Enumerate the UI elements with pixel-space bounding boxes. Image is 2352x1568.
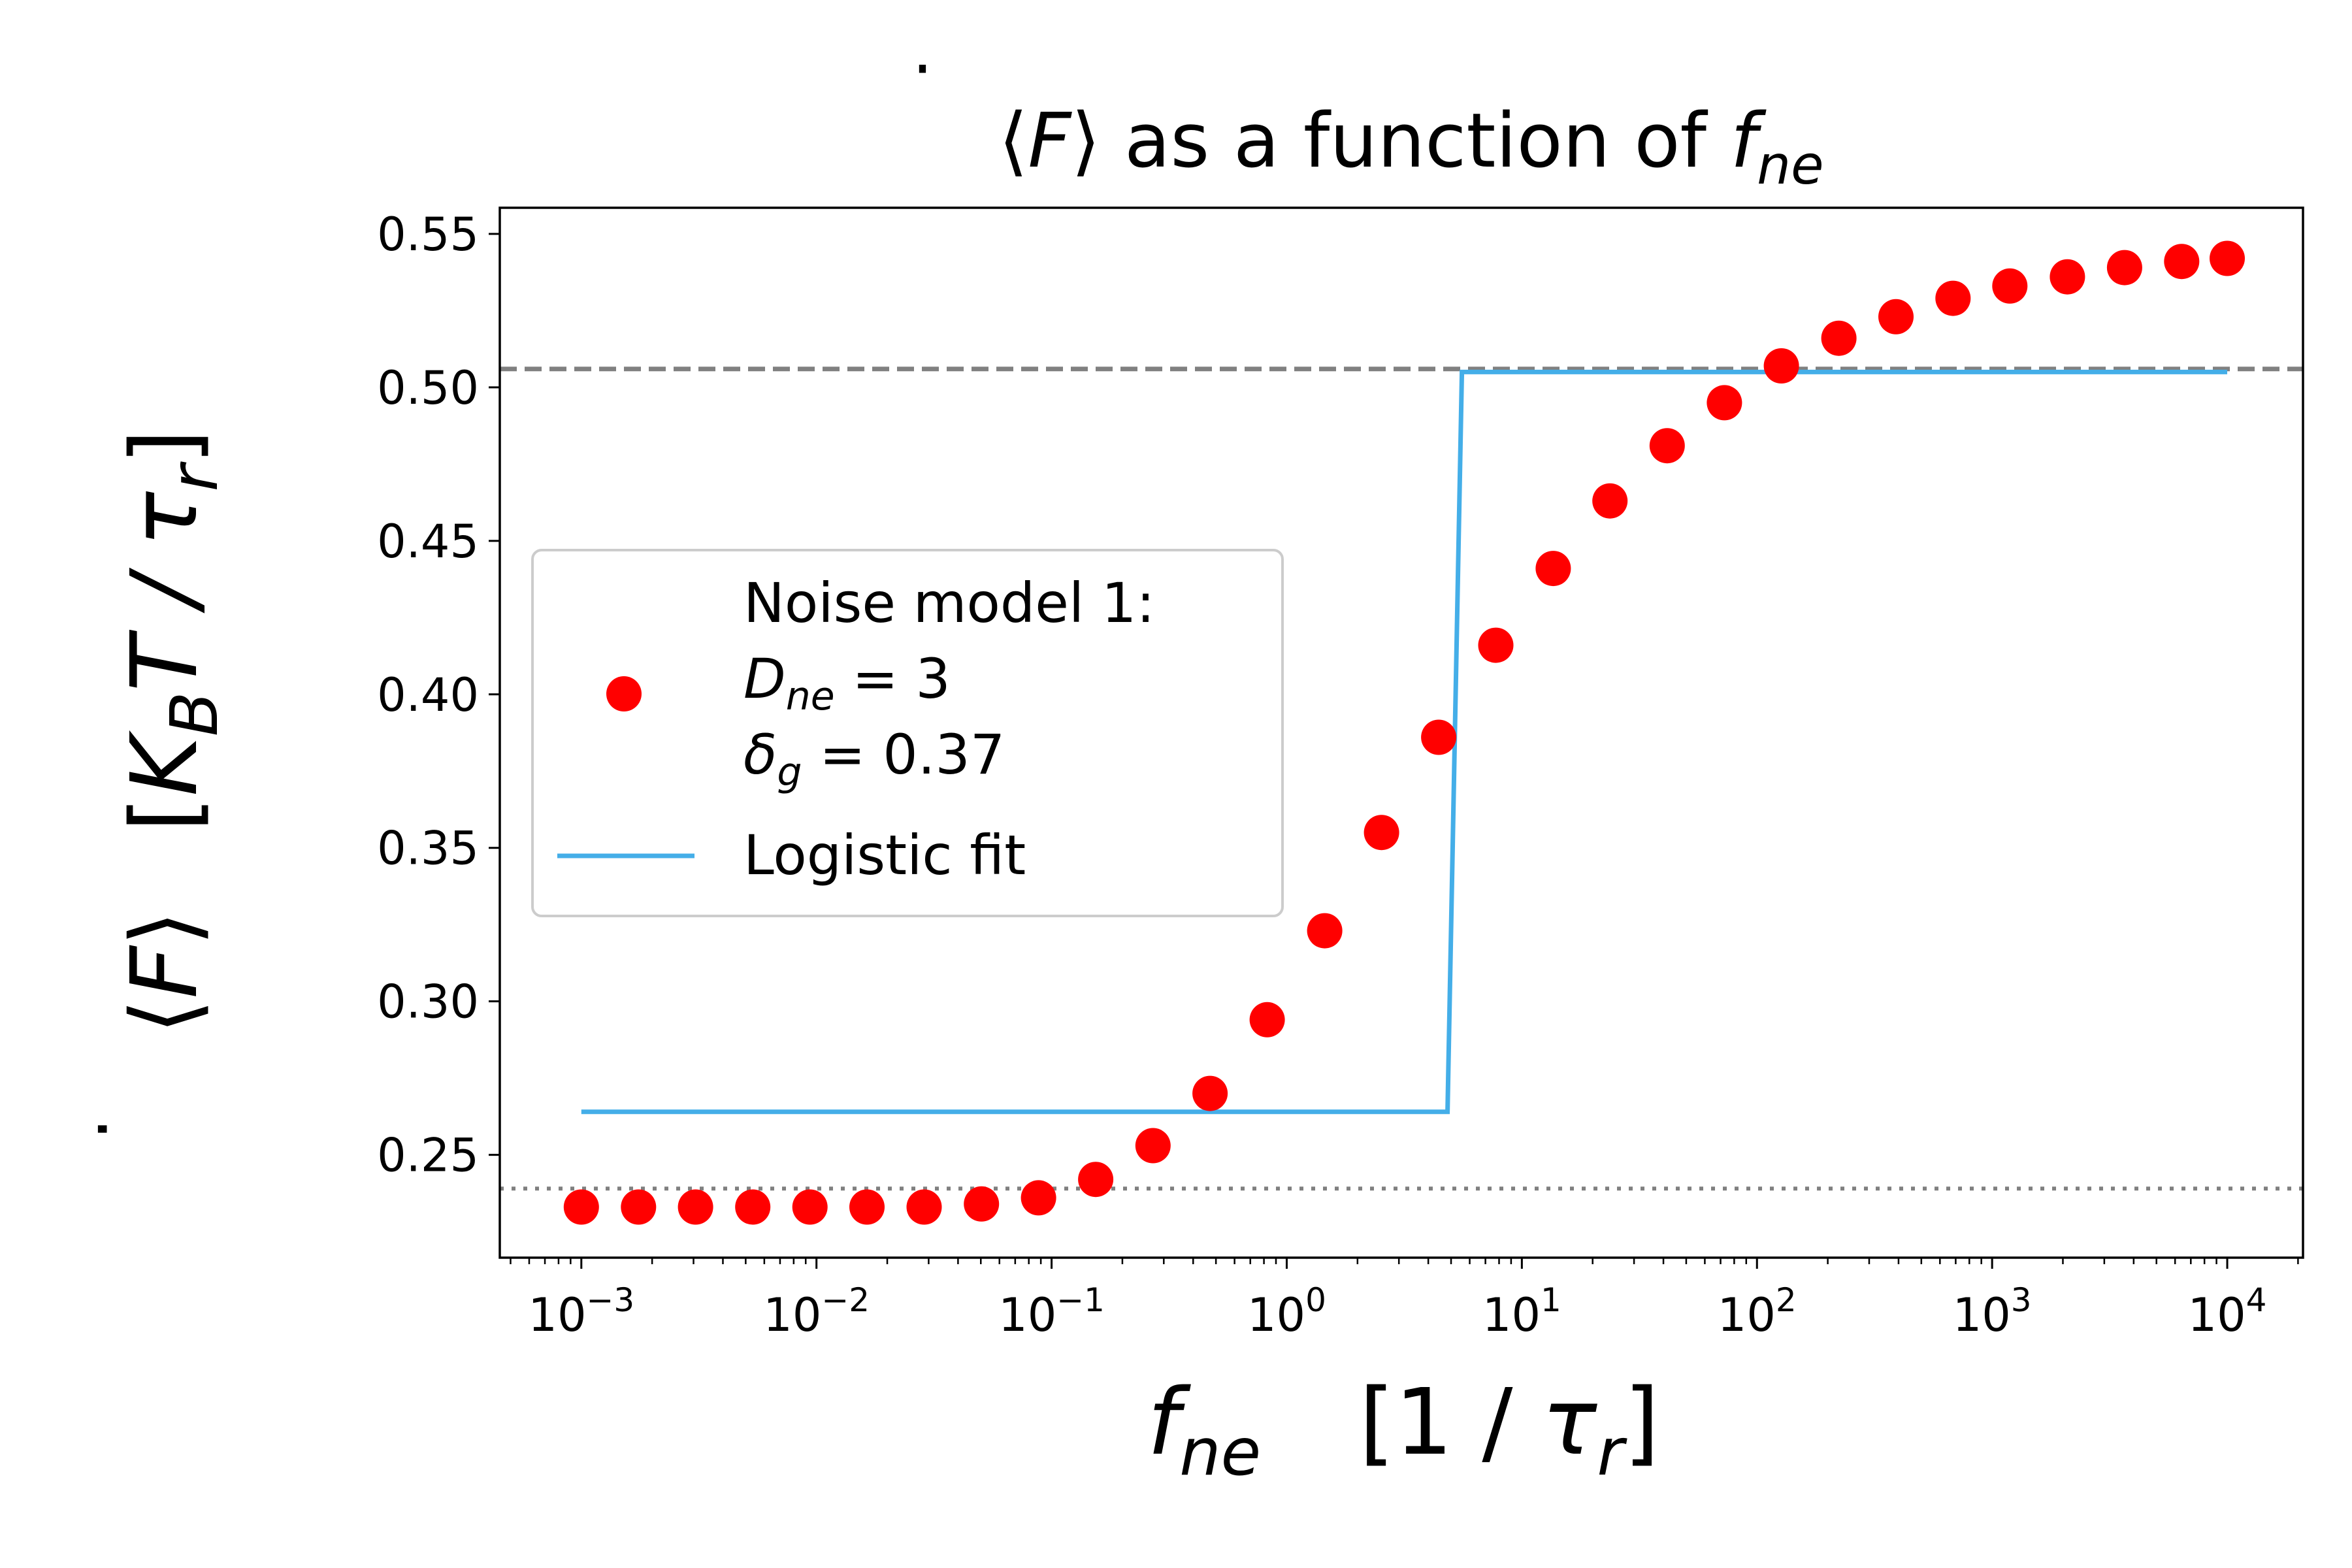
legend-label-noise-model-line2: Dne = 3 (743, 647, 951, 719)
y-tick-label: 0.25 (377, 1129, 479, 1183)
x-tick-label: 101 (1482, 1281, 1561, 1342)
legend-label-noise-model-line1: Noise model 1: (743, 571, 1155, 635)
data-point (1821, 320, 1857, 356)
data-point (1592, 483, 1628, 519)
data-point (1535, 551, 1571, 587)
y-tick-label: 0.40 (377, 668, 479, 722)
title-dot-accent: · (912, 31, 933, 107)
x-tick-label: 10−1 (998, 1281, 1105, 1342)
data-point (1763, 348, 1799, 384)
legend: Noise model 1: Dne = 3 δg = 0.37 Logisti… (531, 549, 1284, 917)
data-point (1307, 913, 1343, 949)
plot-area (500, 240, 2303, 1225)
x-tick-label: 102 (1718, 1281, 1797, 1342)
data-point (2050, 259, 2085, 295)
data-point (1707, 385, 1742, 421)
y-tick-label: 0.45 (377, 515, 479, 568)
legend-marker-noise-model (606, 676, 642, 711)
x-tick-label: 103 (1953, 1281, 2032, 1342)
y-tick-label: 0.50 (377, 361, 479, 415)
data-point (2164, 244, 2200, 280)
data-point (1649, 428, 1685, 464)
axes-frame (498, 206, 2304, 1259)
data-point (964, 1186, 1000, 1222)
y-axis: 0.25 0.30 0.35 0.40 0.45 0.50 0.55 (377, 208, 500, 1183)
data-point (906, 1189, 942, 1225)
legend-label-noise-model-line3: δg = 0.37 (743, 723, 1005, 795)
y-tick-label: 0.30 (377, 975, 479, 1029)
x-tick-label: 100 (1247, 1281, 1326, 1342)
data-point (678, 1189, 713, 1225)
data-point (1421, 719, 1457, 755)
data-point (1992, 268, 2028, 304)
data-point (1078, 1162, 1114, 1198)
data-point (1478, 627, 1514, 663)
x-tick-label: 10−3 (528, 1281, 634, 1342)
data-point (1935, 280, 1971, 316)
x-axis-label: fne [1 / τr] (1147, 1369, 1659, 1490)
x-tick-label: 104 (2188, 1281, 2267, 1342)
data-point (1135, 1128, 1171, 1164)
noise-model-series (563, 240, 2245, 1225)
data-point (849, 1189, 885, 1225)
y-label-dot-accent: · (61, 1118, 144, 1141)
data-point (2210, 240, 2245, 276)
y-tick-label: 0.55 (377, 208, 479, 261)
data-point (1021, 1180, 1056, 1216)
data-point (563, 1189, 599, 1225)
data-point (1192, 1075, 1228, 1111)
y-axis-label: ⟨F⟩[KBT / τr] (112, 429, 233, 1035)
y-tick-label: 0.35 (377, 822, 479, 875)
reference-lines (500, 367, 2303, 1191)
x-axis: 10−3 10−2 10−1 100 101 102 103 104 (510, 1258, 2299, 1342)
data-point (735, 1189, 771, 1225)
data-point (621, 1189, 657, 1225)
data-point (1878, 299, 1914, 335)
data-point (1364, 815, 1399, 851)
x-tick-label: 10−2 (763, 1281, 870, 1342)
legend-frame (531, 549, 1284, 917)
y-axis-label-group: ⟨F⟩[KBT / τr] · (61, 429, 233, 1141)
legend-label-logistic-fit: Logistic fit (743, 823, 1026, 887)
chart-title: ⟨F⟩ as a function of fne (998, 97, 1823, 197)
data-point (2106, 250, 2142, 286)
data-point (792, 1189, 828, 1225)
data-point (1249, 1002, 1285, 1037)
